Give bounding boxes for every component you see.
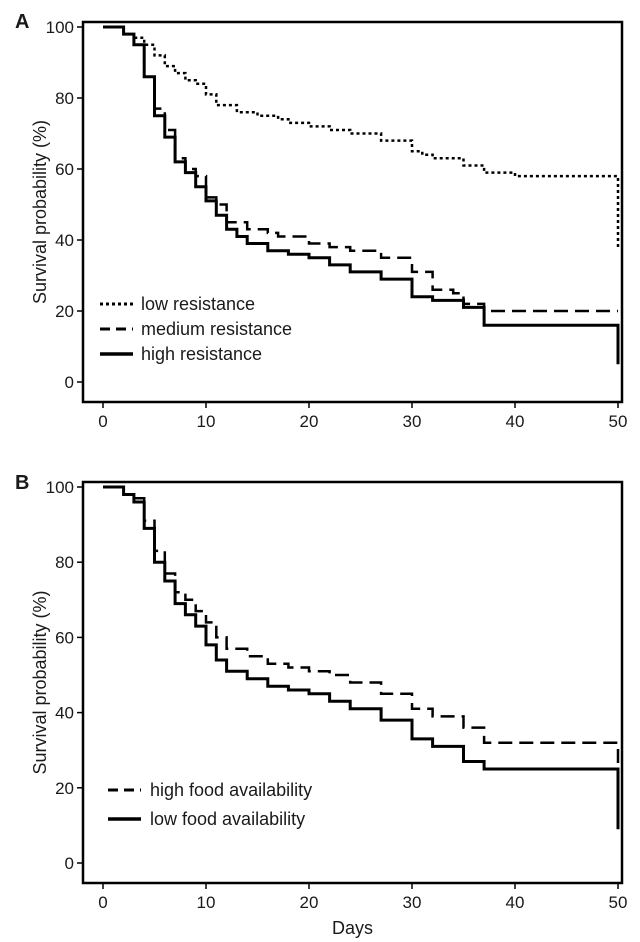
panel-b-x-tick-label: 20 — [300, 893, 319, 912]
panel-a-plot-frame — [81, 20, 624, 404]
panel-b: B 0 20 40 60 80 100 0 10 20 30 40 50 Survival probabi… — [15, 472, 627, 938]
panel-a-x-tick-label: 0 — [98, 412, 107, 431]
panel-a-legend-label-medium-resistance: medium resistance — [141, 319, 292, 339]
panel-b-y-tick-label: 0 — [65, 854, 74, 873]
panel-a-x-tick-label: 30 — [403, 412, 422, 431]
panel-a-y-tick-label: 40 — [55, 231, 74, 250]
panel-a-y-axis-title: Survival probability (%) — [30, 120, 50, 304]
panel-a-y-tick-label: 60 — [55, 160, 74, 179]
panel-b-x-tick-label: 30 — [403, 893, 422, 912]
panel-b-legend-label-low-food-availability: low food availability — [150, 809, 305, 829]
panel-a-legend-label-low-resistance: low resistance — [141, 294, 255, 314]
panel-a: A 0 20 40 60 80 100 0 10 20 30 40 50 Survival probabi… — [15, 11, 627, 431]
panel-b-y-axis-title: Survival probability (%) — [30, 590, 50, 774]
panel-a-legend-label-high-resistance: high resistance — [141, 344, 262, 364]
panel-a-y-tick-label: 80 — [55, 89, 74, 108]
panel-a-y-tick-label: 20 — [55, 302, 74, 321]
panel-b-plot-frame — [81, 480, 624, 885]
panel-b-letter: B — [15, 472, 29, 494]
panel-b-series-low-food-availability — [103, 485, 620, 830]
panel-b-y-tick-label: 100 — [46, 478, 74, 497]
panel-b-x-tick-label: 50 — [609, 893, 628, 912]
panel-b-y-tick-label: 60 — [55, 628, 74, 647]
panel-a-x-tick-label: 50 — [609, 412, 628, 431]
panel-a-letter: A — [15, 11, 29, 33]
panel-b-y-tick-label: 80 — [55, 553, 74, 572]
panel-b-x-tick-label: 0 — [98, 893, 107, 912]
panel-a-series-high-resistance — [103, 25, 620, 365]
panel-a-y-tick-label: 100 — [46, 18, 74, 37]
panel-b-legend-label-high-food-availability: high food availability — [150, 780, 312, 800]
panel-b-x-tick-label: 40 — [506, 893, 525, 912]
panel-b-x-tick-label: 10 — [197, 893, 216, 912]
panel-b-y-tick-label: 40 — [55, 704, 74, 723]
panel-a-series-medium-resistance — [103, 25, 618, 313]
panel-a-series-low-resistance — [103, 25, 620, 248]
panel-a-x-tick-label: 40 — [506, 412, 525, 431]
panel-b-y-tick-label: 20 — [55, 779, 74, 798]
panel-a-x-tick-label: 20 — [300, 412, 319, 431]
panel-a-y-tick-label: 0 — [65, 373, 74, 392]
panel-a-x-tick-label: 10 — [197, 412, 216, 431]
panel-b-x-axis-title: Days — [332, 918, 373, 938]
